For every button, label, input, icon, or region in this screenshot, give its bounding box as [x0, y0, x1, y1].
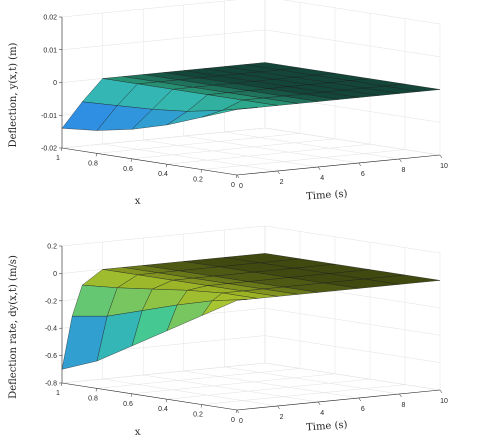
- x-tick-label: 0: [231, 182, 235, 189]
- x-axis-line: [61, 147, 238, 176]
- time-axis-line: [236, 389, 441, 411]
- time-axis-line: [236, 154, 441, 176]
- time-tick-label: 4: [320, 175, 324, 182]
- x-tick-label: 0.2: [193, 177, 203, 184]
- z-tick-label: 0.01: [43, 47, 57, 54]
- gridline-z: [61, 362, 441, 391]
- time-tick-label: 0: [239, 418, 243, 425]
- surface-patch: [201, 107, 258, 118]
- gridline-t: [264, 226, 441, 391]
- x-tick-label: 1: [56, 155, 60, 162]
- time-tick-label: 0: [239, 183, 243, 190]
- gridline-z: [61, 0, 441, 25]
- time-tick-label: 10: [440, 398, 448, 405]
- z-tick-label: -0.02: [41, 146, 57, 153]
- z-axis-label: Deflection rate, dy(x,t) (m/s): [8, 255, 19, 399]
- x-tick-label: 0.6: [123, 401, 133, 408]
- surface-patch: [61, 316, 108, 370]
- gridline-z: [61, 127, 441, 156]
- x-axis-label: x: [134, 427, 141, 438]
- z-tick-label: -0.01: [41, 113, 57, 120]
- time-tick-label: 2: [280, 414, 284, 421]
- x-tick-label: 0.2: [193, 412, 203, 419]
- z-tick-label: -0.2: [45, 298, 57, 305]
- time-tick-label: 6: [361, 406, 365, 413]
- x-axis-label: x: [134, 196, 141, 207]
- gridline-z: [61, 335, 441, 363]
- x-tick-label: 0.8: [88, 160, 98, 167]
- x-tick-label: 0.4: [158, 406, 168, 413]
- surface-patch: [201, 299, 248, 316]
- z-tick-label: -0.8: [45, 381, 57, 388]
- deflection-rate-surface-plot: 00.20.40.60.810246810-0.8-0.6-0.4-0.200.…: [8, 225, 448, 438]
- time-axis-label: Time (s): [306, 189, 348, 203]
- time-axis-label: Time (s): [306, 420, 348, 434]
- gridline-z: [61, 225, 441, 254]
- x-tick-label: 0.6: [123, 166, 133, 173]
- x-tick-label: 1: [56, 390, 60, 397]
- z-tick-label: 0.02: [43, 15, 57, 22]
- x-tick-label: 0.4: [158, 171, 168, 178]
- time-tick-label: 2: [280, 179, 284, 186]
- time-tick-label: 8: [401, 402, 405, 409]
- z-tick-label: 0: [53, 80, 57, 87]
- z-axis-label: Deflection, y(x,t) (m): [8, 42, 19, 147]
- x-tick-label: 0: [231, 417, 235, 424]
- time-tick-label: 8: [401, 167, 405, 174]
- time-tick-label: 10: [440, 163, 448, 170]
- z-tick-label: -0.6: [45, 353, 57, 360]
- x-tick-label: 0.8: [88, 395, 98, 402]
- z-tick-label: 0: [53, 271, 57, 278]
- time-tick-label: 4: [320, 410, 324, 417]
- z-tick-label: 0.2: [47, 244, 57, 251]
- time-tick-label: 6: [361, 171, 365, 178]
- deflection-surface-plot: 00.20.40.60.810246810-0.02-0.0100.010.02…: [8, 0, 448, 207]
- x-axis-line: [61, 382, 238, 411]
- z-tick-label: -0.4: [45, 326, 57, 333]
- gridline-z: [61, 29, 441, 58]
